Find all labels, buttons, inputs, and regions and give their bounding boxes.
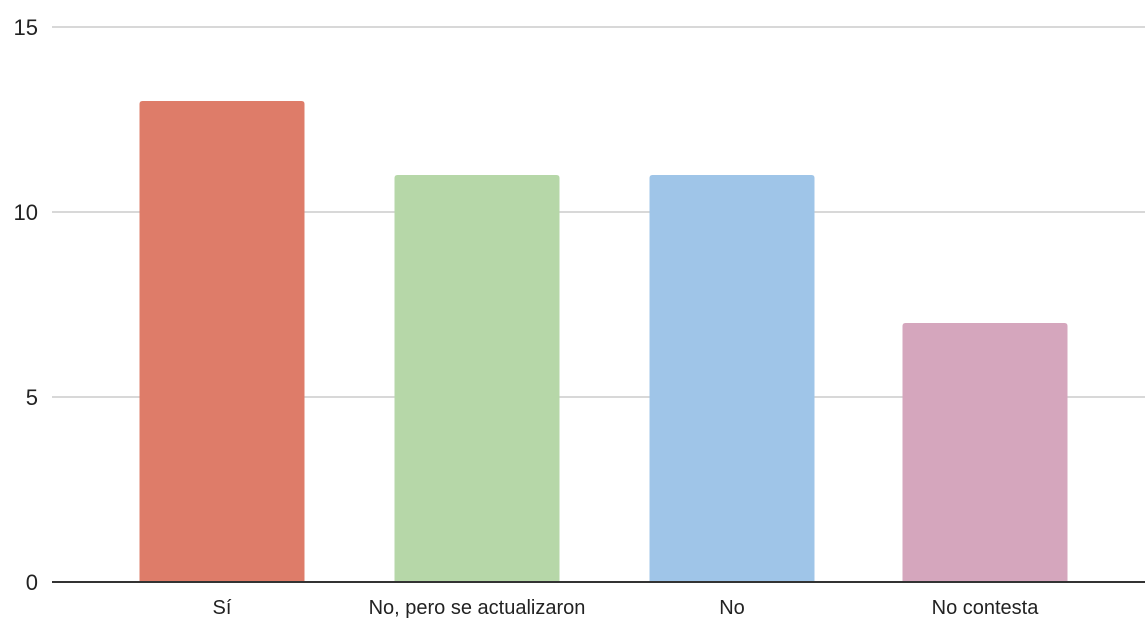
y-axis-ticks: 0 5 10 15 — [14, 15, 38, 595]
bar-1 — [394, 175, 560, 582]
bar-0 — [139, 101, 305, 582]
x-tick-label-2: No — [719, 597, 745, 618]
x-axis-ticks: Sí No, pero se actualizaron No No contesta — [213, 597, 1040, 618]
x-tick-label-1: No, pero se actualizaron — [369, 597, 586, 618]
y-tick-label-10: 10 — [14, 200, 38, 225]
bars — [139, 101, 1068, 582]
x-tick-label-3: No contesta — [932, 597, 1040, 618]
y-tick-label-5: 5 — [26, 385, 38, 410]
bar-2 — [649, 175, 815, 582]
x-tick-label-0: Sí — [213, 597, 232, 618]
y-tick-label-0: 0 — [26, 570, 38, 595]
bar-3 — [902, 323, 1068, 582]
y-tick-label-15: 15 — [14, 15, 38, 40]
